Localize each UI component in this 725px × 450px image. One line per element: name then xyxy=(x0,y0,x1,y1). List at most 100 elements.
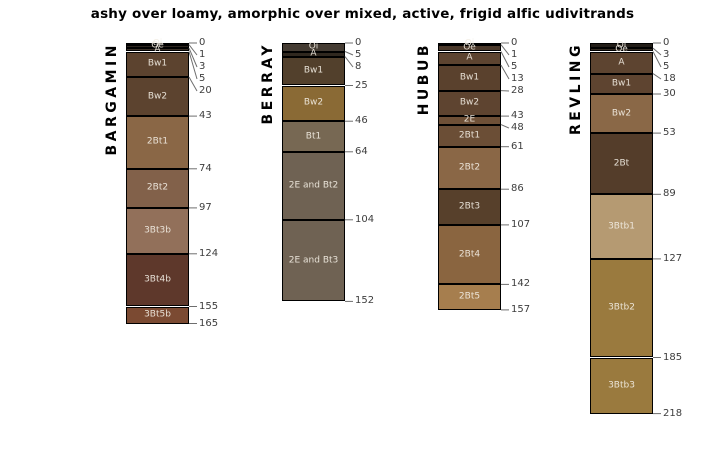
horizon-bw1 xyxy=(282,56,345,86)
profile-column-revling: Oi Oe A Bw1 Bw2 2Bt 3Btb1 3Btb2 3Btb3 xyxy=(590,41,653,414)
depth-tick-label: 13 xyxy=(511,73,524,84)
tick-leader-line xyxy=(188,44,198,56)
depth-tick-label: 0 xyxy=(511,37,518,48)
depth-tick-label: 157 xyxy=(511,303,531,315)
depth-tick-label: 28 xyxy=(511,85,524,96)
profile-name-bargamin: BARGAMIN xyxy=(104,42,120,156)
tick-leader-line xyxy=(500,124,510,129)
depth-tick-label: 48 xyxy=(511,122,524,134)
depth-tick-label: 152 xyxy=(355,295,375,307)
depth-tick-label: 64 xyxy=(355,145,368,157)
depth-tick-lines xyxy=(344,42,354,302)
horizon-oi xyxy=(438,43,501,45)
horizon-2e-and-bt3 xyxy=(282,219,345,302)
depth-tick-label: 3 xyxy=(199,61,206,72)
depth-tick-lines xyxy=(188,42,198,324)
depth-tick-label: 5 xyxy=(511,61,518,72)
horizon-2bt xyxy=(590,133,653,195)
horizon-oi xyxy=(282,43,345,52)
depth-tick-label: 18 xyxy=(663,73,676,84)
depth-tick-label: 20 xyxy=(199,85,212,96)
depth-tick-label: 218 xyxy=(663,407,683,419)
depth-tick-label: 142 xyxy=(511,278,531,290)
horizon-a xyxy=(590,51,653,74)
horizon-3btb1 xyxy=(590,194,653,259)
horizon-oi xyxy=(590,43,653,49)
depth-tick-label: 0 xyxy=(199,37,206,48)
depth-tick-lines xyxy=(652,42,662,415)
horizon-2bt5 xyxy=(438,284,501,310)
depth-tick-label: 165 xyxy=(199,317,219,329)
tick-leader-line xyxy=(344,56,354,68)
tick-leader-line xyxy=(652,51,662,68)
depth-tick-label: 5 xyxy=(663,61,670,72)
depth-tick-label: 89 xyxy=(663,188,676,200)
horizon-3bt5b xyxy=(126,306,189,324)
horizon-a xyxy=(438,51,501,66)
depth-tick-label: 25 xyxy=(355,79,368,91)
depth-tick-label: 43 xyxy=(199,110,212,122)
depth-tick-label: 0 xyxy=(355,37,362,48)
horizon-3bt4b xyxy=(126,253,189,307)
horizon-bw1 xyxy=(126,51,189,77)
depth-tick-label: 107 xyxy=(511,218,531,230)
profile-name-berray: BERRAY xyxy=(260,42,276,125)
depth-tick-label: 155 xyxy=(199,300,219,312)
tick-leader-line xyxy=(652,73,662,80)
horizon-2bt2 xyxy=(438,146,501,190)
horizon-bw2 xyxy=(590,94,653,134)
horizon-3bt3b xyxy=(126,207,189,254)
horizon-3btb2 xyxy=(590,258,653,358)
profile-column-berray: Oi A Bw1 Bw2 Bt1 2E and Bt2 2E and Bt3 xyxy=(282,42,345,302)
horizon-oe xyxy=(438,44,501,52)
horizon-2bt4 xyxy=(438,224,501,285)
depth-tick-label: 74 xyxy=(199,162,212,174)
horizon-bw2 xyxy=(126,77,189,117)
profile-column-hubub: Oi Oe A Bw1 Bw2 2E 2Bt1 2Bt2 2Bt3 2Bt4 2Bt5 xyxy=(438,39,501,310)
depth-tick-label: 43 xyxy=(511,110,524,122)
horizon-2bt1 xyxy=(126,116,189,169)
depth-tick-label: 127 xyxy=(663,252,683,264)
depth-tick-label: 30 xyxy=(663,88,676,99)
horizon-2bt2 xyxy=(126,168,189,208)
depth-tick-lines xyxy=(500,42,510,311)
depth-tick-label: 185 xyxy=(663,351,683,363)
horizon-bw1 xyxy=(438,65,501,91)
tick-leader-line xyxy=(652,47,662,56)
horizon-a xyxy=(282,51,345,57)
horizon-oe xyxy=(590,48,653,52)
horizon-oe xyxy=(126,44,189,49)
depth-tick-label: 61 xyxy=(511,140,524,152)
tick-leader-line xyxy=(500,44,510,56)
depth-tick-label: 3 xyxy=(663,49,670,60)
tick-leader-line xyxy=(500,64,510,80)
depth-tick-label: 124 xyxy=(199,247,219,259)
horizon-2bt1 xyxy=(438,124,501,147)
horizon-oi xyxy=(126,43,189,45)
depth-tick-label: 1 xyxy=(199,49,206,60)
depth-tick-label: 0 xyxy=(663,37,670,48)
horizon-a xyxy=(126,48,189,52)
tick-leader-line xyxy=(188,47,198,68)
profile-name-hubub: HUBUB xyxy=(416,42,432,116)
horizon-bw2 xyxy=(438,90,501,117)
horizon-bw1 xyxy=(590,73,653,94)
profile-name-revling: REVLING xyxy=(568,42,584,136)
horizon-2e-and-bt2 xyxy=(282,151,345,220)
depth-tick-label: 53 xyxy=(663,127,676,139)
depth-tick-label: 1 xyxy=(511,49,518,60)
horizon-2e xyxy=(438,116,501,125)
depth-tick-label: 86 xyxy=(511,183,524,195)
depth-tick-label: 8 xyxy=(355,61,362,72)
tick-leader-line xyxy=(188,51,198,80)
horizon-bw2 xyxy=(282,85,345,122)
tick-leader-line xyxy=(344,51,354,56)
tick-leader-line xyxy=(188,76,198,92)
horizon-bt1 xyxy=(282,121,345,152)
depth-tick-label: 97 xyxy=(199,201,212,213)
profile-column-bargamin: Oi Oe A Bw1 Bw2 2Bt1 2Bt2 3Bt3b 3Bt4b 3Bt5b xyxy=(126,39,189,324)
horizon-3btb3 xyxy=(590,357,653,414)
horizon-2bt3 xyxy=(438,189,501,225)
plot-title: ashy over loamy, amorphic over mixed, ac… xyxy=(90,6,635,22)
